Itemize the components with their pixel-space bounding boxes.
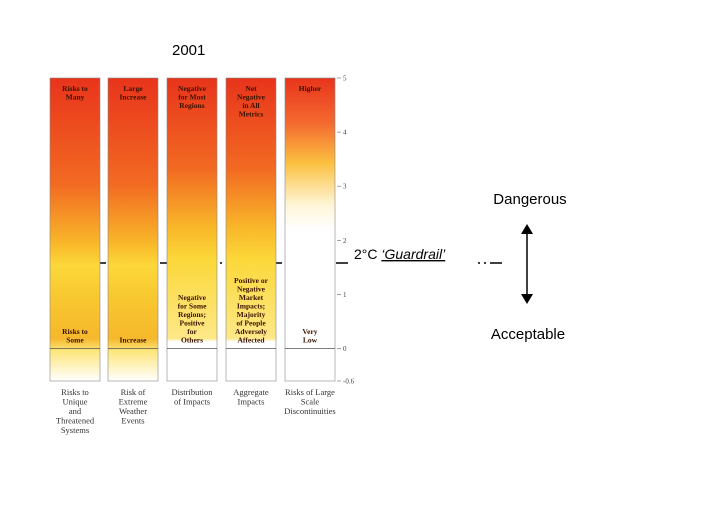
bottom-label: Increase — [120, 336, 148, 345]
bottom-label: Market — [239, 293, 264, 302]
double-arrow — [521, 224, 533, 304]
y-tick-label: 2 — [343, 237, 347, 245]
ember-bar — [284, 77, 336, 382]
caption: Distribution — [171, 387, 213, 397]
top-label: Large — [123, 84, 143, 93]
bottom-label: Negative — [237, 285, 266, 294]
ember-bar — [166, 77, 218, 382]
bottom-label: Low — [303, 336, 318, 345]
caption: Scale — [301, 397, 320, 407]
top-label: Regions — [179, 101, 205, 110]
top-label: Many — [66, 93, 85, 102]
caption: Extreme — [119, 397, 148, 407]
bottom-label: Regions; — [178, 310, 206, 319]
bottom-label: Others — [181, 336, 203, 345]
caption: Risk of — [121, 387, 146, 397]
top-label: Metrics — [239, 110, 264, 119]
top-label: Higher — [299, 84, 322, 93]
acceptable-label: Acceptable — [491, 326, 565, 343]
caption: and — [69, 406, 82, 416]
bottom-label: for — [187, 327, 197, 336]
bottom-label: Some — [66, 336, 84, 345]
bottom-label: Adversely — [235, 327, 267, 336]
bottom-label: Risks to — [62, 327, 88, 336]
top-label: Risks to — [62, 84, 88, 93]
caption: Risks of Large — [285, 387, 335, 397]
bottom-label: Very — [302, 327, 317, 336]
y-tick-label: 3 — [343, 183, 347, 191]
ember-bar — [107, 77, 159, 382]
bottom-label: Positive — [180, 319, 206, 328]
bottom-label: Negative — [178, 293, 207, 302]
ember-bar — [225, 77, 277, 382]
top-label: for Most — [178, 93, 206, 102]
caption: Risks to — [61, 387, 89, 397]
caption: Impacts — [238, 397, 265, 407]
top-label: in All — [242, 101, 259, 110]
guardrail-name: ‘Guardrail’ — [381, 246, 446, 262]
y-tick-label: -0.6 — [343, 378, 355, 386]
y-tick-label: 5 — [343, 75, 347, 83]
top-label: Increase — [120, 93, 148, 102]
y-tick-label: 4 — [343, 129, 347, 137]
top-label: Negative — [178, 84, 207, 93]
bottom-label: Affected — [237, 336, 265, 345]
y-tick-label: 0 — [343, 345, 347, 353]
caption: Unique — [62, 397, 87, 407]
bottom-label: Positive or — [234, 276, 269, 285]
bottom-label: of People — [236, 319, 266, 328]
year: 2001 — [172, 42, 205, 59]
caption: Events — [121, 416, 144, 426]
guardrail-prefix: 2°C — [354, 246, 378, 262]
ember-bar — [49, 77, 101, 382]
top-label: Negative — [237, 93, 266, 102]
caption: Threatened — [56, 416, 95, 426]
dangerous-label: Dangerous — [493, 191, 566, 208]
y-tick-label: 1 — [343, 291, 347, 299]
caption: Aggregate — [233, 387, 269, 397]
bottom-label: Impacts; — [237, 302, 265, 311]
caption: Systems — [61, 425, 89, 435]
guardrail-bg — [350, 244, 478, 264]
top-label: Net — [245, 84, 257, 93]
bottom-label: for Some — [178, 302, 207, 311]
bottom-label: Majority — [237, 310, 266, 319]
guardrail-label: 2°C ‘Guardrail’ — [354, 246, 446, 262]
caption: Weather — [119, 406, 147, 416]
caption: of Impacts — [174, 397, 210, 407]
caption: Discontinuities — [284, 406, 335, 416]
